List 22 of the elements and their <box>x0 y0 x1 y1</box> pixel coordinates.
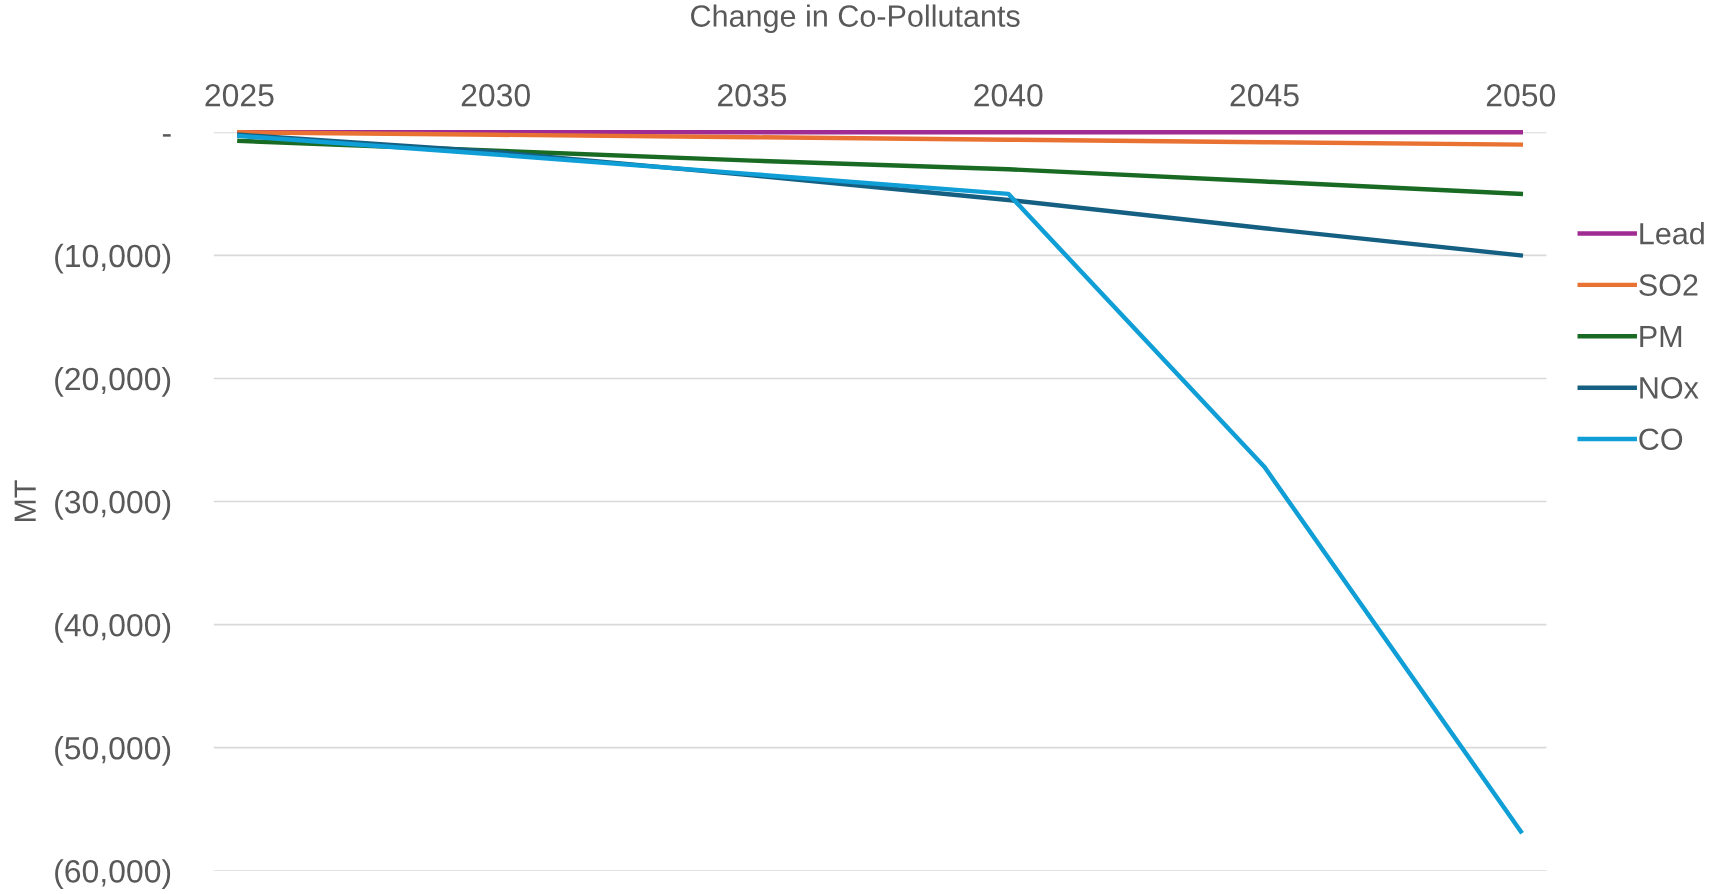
x-tick-label: 2040 <box>974 83 1043 107</box>
y-tick-label: (40,000) <box>55 613 171 643</box>
x-tick-label: 2035 <box>718 83 787 107</box>
x-tick-label: 2050 <box>1486 83 1556 107</box>
y-tick-label: (50,000) <box>55 736 171 766</box>
line-series <box>237 133 1524 834</box>
legend-label: SO2 <box>1639 274 1698 296</box>
y-axis-title: MT <box>14 480 36 522</box>
y-tick-label: (60,000) <box>55 859 171 889</box>
legend-label: PM <box>1640 325 1682 347</box>
legend-label: Lead <box>1640 222 1704 245</box>
legend-label: NOx <box>1640 377 1699 399</box>
y-tick-label: (30,000) <box>55 489 171 520</box>
x-tick-label: 2030 <box>461 83 530 107</box>
y-tick-label: - <box>162 134 171 137</box>
x-tick-label: 2045 <box>1230 83 1299 107</box>
line-series <box>237 130 1524 147</box>
x-tick-label: 2025 <box>205 83 274 107</box>
legend-label: CO <box>1639 428 1683 451</box>
y-tick-label: (10,000) <box>55 243 171 274</box>
y-tick-label: (20,000) <box>55 366 171 397</box>
chart-title: Change in Co-Pollutants <box>691 4 1020 33</box>
